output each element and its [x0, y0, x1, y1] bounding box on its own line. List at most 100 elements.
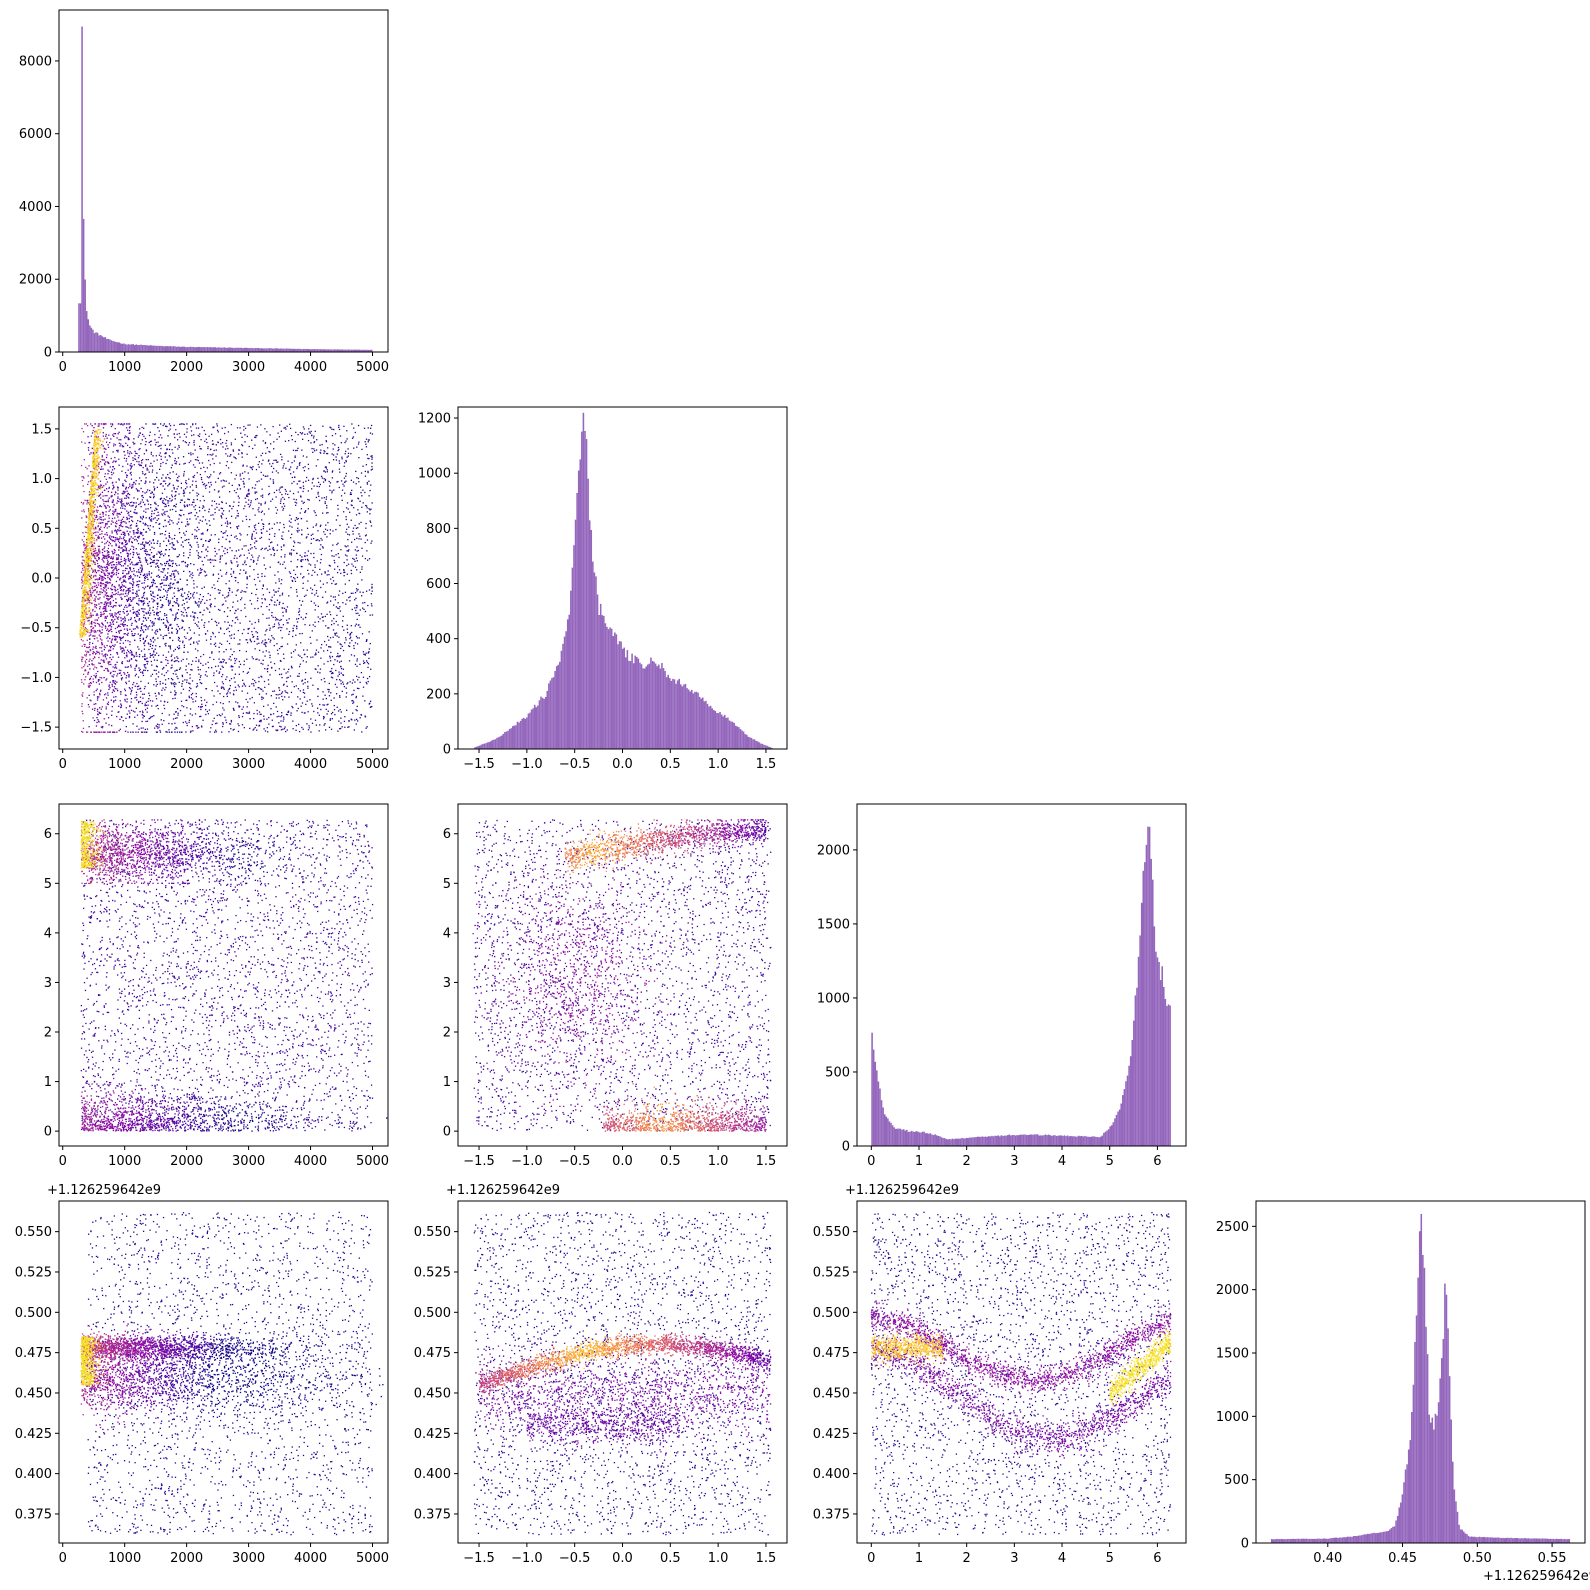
- scatter-point: [353, 507, 354, 508]
- histogram-bar: [267, 348, 269, 352]
- scatter-point: [348, 549, 349, 550]
- scatter-point: [330, 578, 331, 579]
- scatter-point: [329, 656, 330, 657]
- scatter-point: [363, 687, 364, 688]
- scatter-point: [319, 569, 320, 570]
- scatter-point: [332, 530, 333, 531]
- scatter-point: [160, 563, 161, 564]
- scatter-point: [347, 457, 348, 458]
- scatter-point: [189, 683, 190, 684]
- scatter-point: [308, 550, 309, 551]
- histogram-bar: [168, 346, 170, 352]
- scatter-point: [338, 553, 339, 554]
- scatter-point: [368, 441, 369, 442]
- scatter-point: [180, 510, 181, 511]
- scatter-point: [358, 688, 359, 689]
- scatter-point: [291, 435, 292, 436]
- scatter-point: [303, 683, 304, 684]
- histogram-bar: [149, 345, 151, 352]
- scatter-point: [169, 543, 170, 544]
- scatter-point: [300, 432, 301, 433]
- scatter-point: [333, 459, 334, 460]
- scatter-point: [320, 647, 321, 648]
- scatter-point: [325, 729, 326, 730]
- scatter-point: [341, 673, 342, 674]
- scatter-point: [172, 465, 173, 466]
- scatter-point: [154, 488, 155, 489]
- scatter-point: [322, 597, 323, 598]
- scatter-point: [295, 441, 296, 442]
- scatter-point: [290, 473, 291, 474]
- histogram-bar: [215, 347, 217, 352]
- scatter-point: [354, 599, 355, 600]
- scatter-point: [299, 465, 300, 466]
- scatter-point: [141, 480, 142, 481]
- histogram-bar: [101, 336, 103, 352]
- scatter-point: [163, 589, 164, 590]
- scatter-point: [360, 487, 361, 488]
- scatter-point: [317, 671, 318, 672]
- scatter-point: [304, 596, 305, 597]
- scatter-point: [355, 592, 356, 593]
- scatter-point: [301, 449, 302, 450]
- scatter-point: [301, 529, 302, 530]
- scatter-point: [302, 439, 303, 440]
- scatter-point: [206, 574, 207, 575]
- scatter-point: [169, 524, 170, 525]
- scatter-point: [337, 572, 338, 573]
- scatter-point: [324, 534, 325, 535]
- histogram-bar: [232, 348, 234, 352]
- scatter-point: [146, 620, 147, 621]
- scatter-point: [338, 720, 339, 721]
- scatter-point: [287, 712, 288, 713]
- scatter-point: [165, 463, 166, 464]
- scatter-point: [290, 428, 291, 429]
- scatter-point: [149, 574, 150, 575]
- scatter-point: [293, 471, 294, 472]
- scatter-point: [161, 533, 162, 534]
- scatter-point: [315, 652, 316, 653]
- scatter-point: [153, 497, 154, 498]
- scatter-point: [236, 550, 237, 551]
- scatter-point: [295, 649, 296, 650]
- scatter-point: [346, 507, 347, 508]
- scatter-point: [315, 512, 316, 513]
- scatter-point: [342, 626, 343, 627]
- scatter-point: [346, 683, 347, 684]
- scatter-point: [345, 451, 346, 452]
- scatter-point: [143, 617, 144, 618]
- scatter-point: [184, 534, 185, 535]
- scatter-point: [290, 522, 291, 523]
- scatter-point: [287, 461, 288, 462]
- scatter-point: [353, 447, 354, 448]
- scatter-point: [300, 664, 301, 665]
- scatter-point: [315, 605, 316, 606]
- histogram-bar: [245, 348, 247, 352]
- scatter-point: [339, 590, 340, 591]
- scatter-point: [304, 470, 305, 471]
- scatter-point: [349, 580, 350, 581]
- scatter-point: [293, 570, 294, 571]
- scatter-point: [301, 604, 302, 605]
- scatter-point: [330, 614, 331, 615]
- scatter-point: [288, 618, 289, 619]
- scatter-point: [325, 572, 326, 573]
- scatter-point: [295, 730, 296, 731]
- scatter-point: [296, 710, 297, 711]
- scatter-point: [296, 628, 297, 629]
- scatter-point: [146, 551, 147, 552]
- scatter-point: [148, 698, 149, 699]
- scatter-point: [331, 429, 332, 430]
- scatter-point: [292, 707, 293, 708]
- scatter-point: [367, 667, 368, 668]
- scatter-point: [356, 588, 357, 589]
- scatter-point: [320, 484, 321, 485]
- scatter-point: [160, 554, 161, 555]
- scatter-point: [313, 557, 314, 558]
- scatter-point: [321, 497, 322, 498]
- scatter-point: [324, 571, 325, 572]
- scatter-point: [359, 615, 360, 616]
- scatter-point: [324, 723, 325, 724]
- scatter-point: [347, 534, 348, 535]
- scatter-point: [352, 682, 353, 683]
